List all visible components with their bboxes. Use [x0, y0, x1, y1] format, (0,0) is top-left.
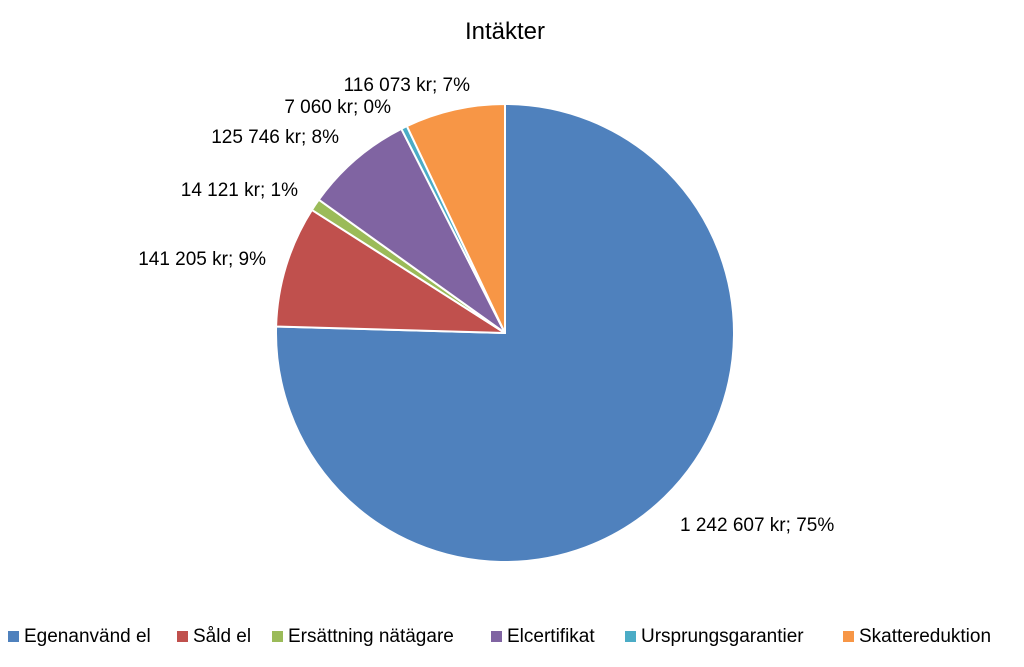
legend-label-ursprungsgarantier: Ursprungsgarantier [641, 626, 804, 647]
legend-item-skattereduktion: Skattereduktion [843, 626, 991, 647]
legend-label-skattereduktion: Skattereduktion [859, 626, 991, 647]
legend-item-sald-el: Såld el [177, 626, 251, 647]
legend-label-sald-el: Såld el [193, 626, 251, 647]
legend-swatch-ursprungsgarantier [625, 631, 636, 642]
data-label-skattereduktion: 116 073 kr; 7% [344, 75, 471, 96]
legend-swatch-ersattning-natagare [272, 631, 283, 642]
pie-slice-elcertifikat [317, 127, 506, 334]
data-label-egenanvand-el: 1 242 607 kr; 75% [680, 515, 834, 536]
legend-item-ursprungsgarantier: Ursprungsgarantier [625, 626, 804, 647]
data-labels: 1 242 607 kr; 75% 141 205 kr; 9% 14 121 kr… [138, 75, 834, 536]
data-label-ursprungsgarantier: 7 060 kr; 0% [284, 97, 391, 118]
legend-swatch-skattereduktion [843, 631, 854, 642]
legend-label-ersattning-natagare: Ersättning nätägare [288, 626, 454, 647]
data-label-elcertifikat: 125 746 kr; 8% [211, 127, 339, 148]
legend: Egenanvänd el Såld el Ersättning nätägare E… [8, 626, 991, 647]
legend-item-egenanvand-el: Egenanvänd el [8, 626, 151, 647]
pie-slice-sald-el [275, 208, 506, 334]
legend-label-elcertifikat: Elcertifikat [507, 626, 595, 647]
legend-swatch-egenanvand-el [8, 631, 19, 642]
legend-label-egenanvand-el: Egenanvänd el [24, 626, 151, 647]
chart-title: Intäkter [465, 18, 545, 45]
legend-swatch-sald-el [177, 631, 188, 642]
legend-swatch-elcertifikat [491, 631, 502, 642]
legend-item-elcertifikat: Elcertifikat [491, 626, 595, 647]
data-label-sald-el: 141 205 kr; 9% [138, 249, 266, 270]
legend-item-ersattning-natagare: Ersättning nätägare [272, 626, 454, 647]
pie-slice-skattereduktion [405, 103, 506, 334]
data-label-ersattning-natagare: 14 121 kr; 1% [181, 180, 298, 201]
pie-slices [275, 103, 735, 563]
